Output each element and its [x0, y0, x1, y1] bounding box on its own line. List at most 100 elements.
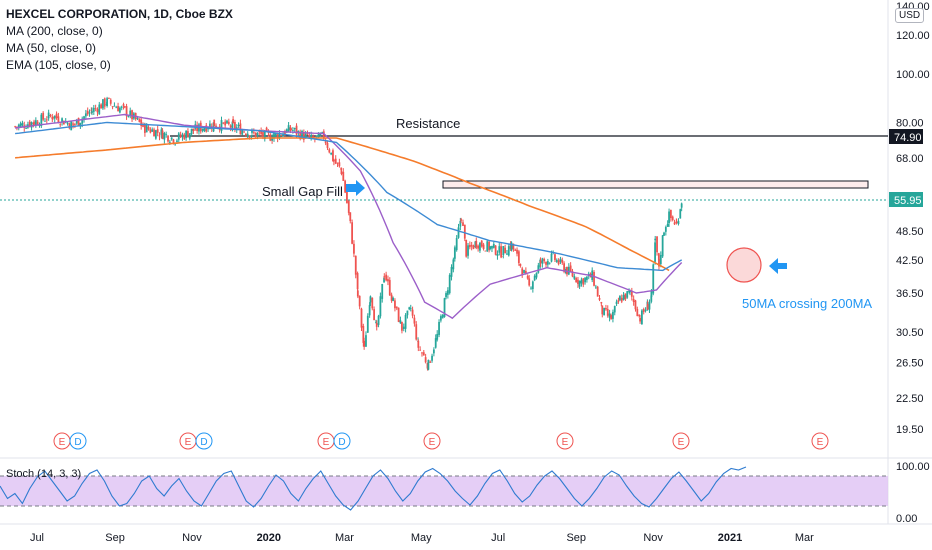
ma50-legend[interactable]: MA (50, close, 0) — [6, 41, 97, 55]
candle-body — [84, 113, 87, 117]
candle-body — [201, 128, 204, 131]
time-axis-tick: May — [411, 532, 432, 544]
candle-body — [52, 116, 54, 119]
dividend-marker — [69, 432, 87, 450]
currency-badge[interactable]: USD — [895, 8, 925, 23]
candle-body — [658, 259, 660, 267]
candle-body — [415, 324, 418, 340]
candle-body — [140, 119, 143, 127]
price-axis[interactable]: 140.00120.00100.0080.0068.0048.5042.5036… — [896, 1, 930, 436]
candle-body — [383, 276, 386, 277]
candle-body — [244, 133, 247, 136]
candle-body — [156, 129, 159, 133]
candle-body — [448, 275, 451, 294]
candle-body — [98, 104, 101, 115]
price-axis-tick: 80.00 — [896, 117, 924, 129]
candle-body — [215, 125, 217, 128]
candle-body — [280, 135, 283, 136]
chart-legend: HEXCEL CORPORATION, 1D, Cboe BZX MA (200… — [6, 6, 233, 74]
candle-body — [220, 120, 223, 131]
candle-body — [347, 200, 350, 213]
candle-body — [142, 124, 144, 127]
candle-body — [517, 251, 520, 264]
candle-body — [248, 135, 251, 138]
candle-body — [438, 321, 440, 335]
candle-body — [250, 135, 253, 138]
candle-body — [612, 311, 614, 319]
candle-body — [127, 116, 130, 117]
candle-body — [472, 245, 475, 249]
candle-body — [432, 349, 435, 354]
candle-body — [488, 241, 490, 250]
candle-body — [453, 247, 456, 259]
candle-body — [646, 303, 649, 310]
candle-body — [301, 130, 303, 139]
candle-body — [477, 245, 480, 249]
candle-body — [231, 121, 234, 131]
candle-body — [185, 130, 188, 139]
time-axis-tick: Sep — [105, 532, 125, 544]
candle-body — [388, 280, 391, 296]
candle-body — [138, 118, 141, 122]
candle-body — [436, 333, 439, 340]
candle-body — [533, 275, 536, 281]
candle-body — [328, 149, 331, 153]
candle-body — [276, 134, 279, 139]
candle-body — [654, 242, 656, 262]
time-axis-tick: Sep — [566, 532, 586, 544]
candle-body — [222, 122, 225, 124]
candle-body — [608, 313, 611, 318]
candle-body — [310, 134, 313, 138]
candle-body — [340, 167, 343, 171]
time-axis-tick: Mar — [795, 532, 814, 544]
candle-body — [75, 119, 78, 124]
candle-body — [25, 128, 27, 129]
candle-body — [333, 159, 335, 162]
candle-body — [273, 133, 275, 139]
candle-body — [559, 258, 562, 262]
candle-body — [455, 238, 458, 251]
candle-body — [439, 316, 442, 321]
candle-body — [172, 139, 175, 144]
gap-fill-zone — [442, 180, 869, 189]
candle-body — [117, 106, 119, 112]
candle-body — [96, 109, 99, 113]
ema105-legend[interactable]: EMA (105, close, 0) — [6, 58, 111, 72]
stoch-legend[interactable]: Stoch (14, 3, 3) — [6, 468, 82, 480]
candle-body — [669, 210, 672, 219]
time-axis-tick: Jul — [491, 532, 505, 544]
candle-body — [450, 267, 453, 277]
candle-body — [102, 99, 104, 109]
price-axis-tick: 48.50 — [896, 226, 924, 238]
ma200-legend[interactable]: MA (200, close, 0) — [6, 24, 103, 38]
candle-body — [371, 297, 374, 309]
candle-body — [282, 133, 285, 137]
candle-body — [61, 118, 63, 123]
candle-body — [521, 268, 524, 275]
candle-body — [523, 270, 525, 274]
candle-body — [232, 119, 234, 124]
crossing-label: 50MA crossing 200MA — [742, 296, 872, 311]
time-axis[interactable]: Jul Sep Nov 2020 Mar May Jul Sep Nov 2021 Mar — [30, 532, 814, 544]
stoch-band — [0, 476, 888, 506]
candle-body — [484, 250, 487, 252]
earnings-marker-label: E — [323, 437, 330, 448]
candle-body — [188, 133, 191, 139]
candle-body — [411, 309, 414, 316]
candle-body — [526, 275, 529, 279]
candle-body — [498, 246, 501, 253]
candle-body — [571, 271, 574, 277]
symbol-title[interactable]: HEXCEL CORPORATION, 1D, Cboe BZX — [6, 7, 233, 21]
candle-body — [494, 245, 497, 255]
gap-fill-arrow-icon — [346, 180, 365, 196]
candle-body — [74, 124, 76, 125]
candle-body — [459, 220, 462, 227]
candle-body — [322, 131, 325, 139]
candle-body — [265, 127, 268, 131]
candle-body — [524, 270, 527, 274]
time-axis-tick: 2021 — [718, 532, 742, 544]
time-axis-tick: Nov — [643, 532, 663, 544]
candle-body — [346, 191, 348, 203]
candle-body — [170, 137, 173, 140]
